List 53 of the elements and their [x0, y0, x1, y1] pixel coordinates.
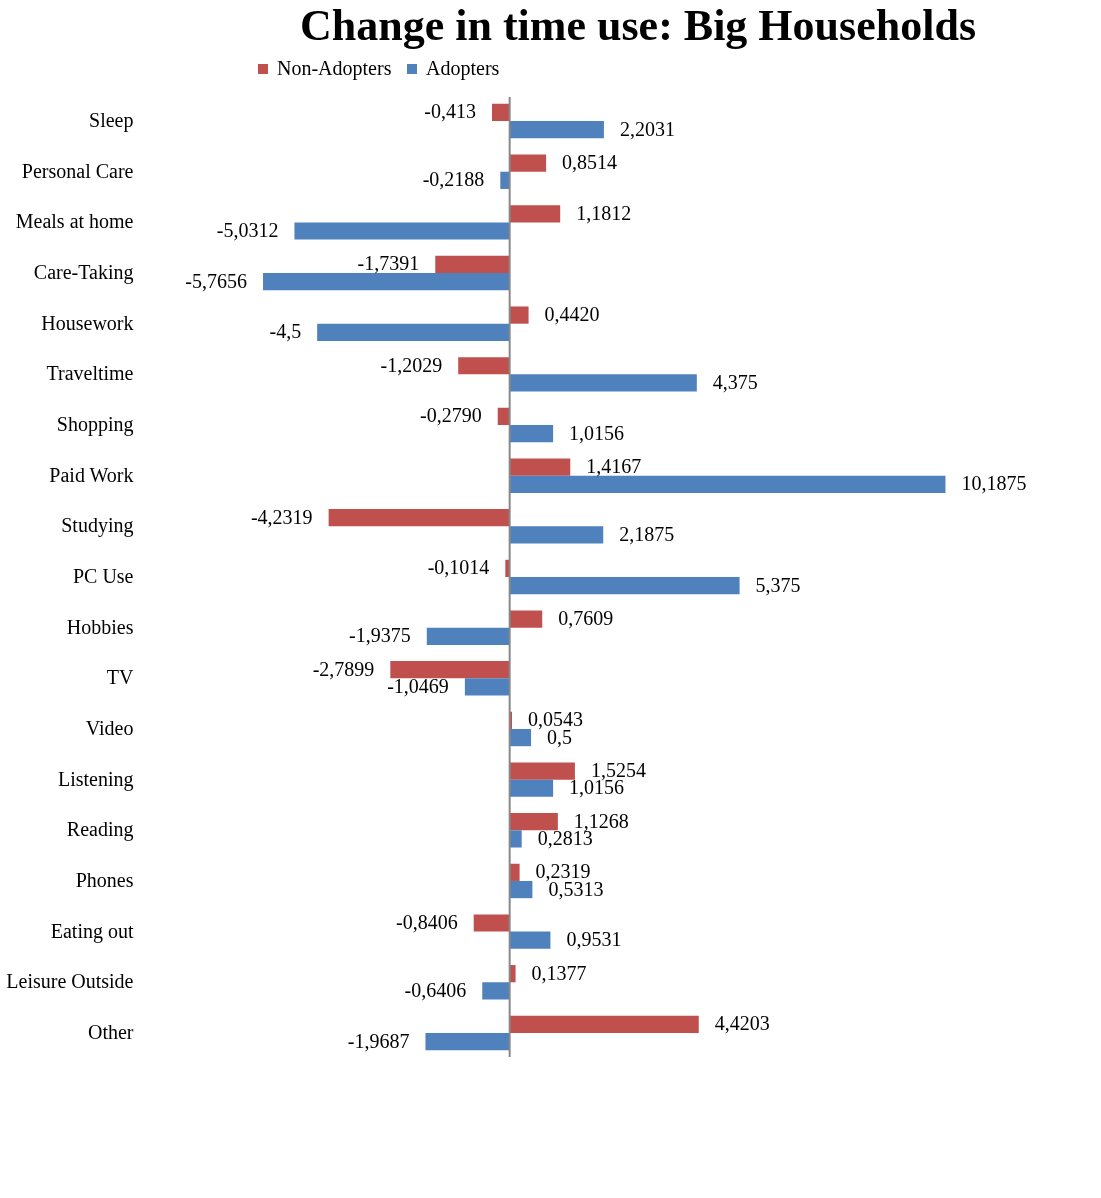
data-label: 0,8514	[562, 151, 618, 174]
y-tick-label: Reading	[66, 818, 134, 842]
y-tick-label: Paid Work	[49, 463, 134, 486]
data-label: -5,7656	[185, 269, 248, 292]
y-tick-label: Leisure Outside	[6, 970, 134, 993]
data-label: -4,2319	[250, 505, 313, 528]
data-label: -0,8406	[396, 911, 458, 934]
data-label: -1,9687	[347, 1029, 410, 1052]
data-label: 4,4203	[714, 1012, 770, 1035]
data-label: -1,0469	[387, 674, 449, 697]
data-label: -1,7391	[357, 252, 420, 275]
chart-title: Change in time use: Big Households	[300, 1, 976, 50]
legend-label: Non-Adopters	[277, 57, 392, 80]
data-label: -1,9375	[349, 624, 411, 647]
data-label: -0,2188	[422, 168, 485, 191]
data-label: 1,0156	[569, 421, 625, 444]
data-label: -0,2790	[420, 404, 482, 427]
y-tick-label: Listening	[57, 767, 134, 791]
y-tick-label: Video	[85, 716, 134, 739]
y-tick-label: TV	[106, 666, 135, 689]
y-tick-label: Eating out	[50, 919, 134, 943]
y-tick-label: Phones	[75, 868, 134, 891]
data-label: 1,1812	[576, 201, 632, 224]
y-tick-label: Care-Taking	[33, 261, 134, 285]
data-label: 5,375	[755, 573, 801, 596]
data-label: 2,2031	[619, 117, 675, 140]
y-tick-label: Hobbies	[66, 615, 134, 638]
data-label: -4,5	[269, 320, 302, 343]
y-tick-label: PC Use	[72, 565, 134, 587]
data-label: 0,1377	[531, 961, 587, 984]
data-label: 0,2319	[535, 860, 591, 883]
legend-label: Adopters	[426, 57, 500, 80]
y-tick-label: Shopping	[56, 413, 134, 437]
data-label: -0,1014	[427, 556, 490, 579]
data-label: 0,9531	[566, 928, 622, 951]
data-label: 2,1875	[619, 522, 675, 545]
data-label: 4,375	[712, 370, 758, 393]
data-label: 0,4420	[544, 303, 600, 326]
data-label: -5,0312	[216, 218, 279, 241]
data-label: 0,7609	[558, 607, 614, 630]
data-label: -0,413	[424, 100, 476, 123]
data-label: -2,7899	[312, 657, 375, 680]
data-label: 1,4167	[586, 455, 642, 478]
data-label: -0,6406	[404, 978, 467, 1001]
y-tick-label: Meals at home	[15, 210, 134, 233]
y-tick-label: Traveltime	[46, 362, 134, 385]
data-label: -1,2029	[380, 353, 443, 376]
y-tick-label: Studying	[61, 514, 134, 538]
data-label: 10,1875	[961, 472, 1027, 495]
y-tick-label: Housework	[41, 311, 134, 334]
y-tick-label: Other	[87, 1020, 134, 1043]
y-tick-label: Personal Care	[21, 159, 134, 182]
y-tick-label: Sleep	[89, 109, 134, 133]
